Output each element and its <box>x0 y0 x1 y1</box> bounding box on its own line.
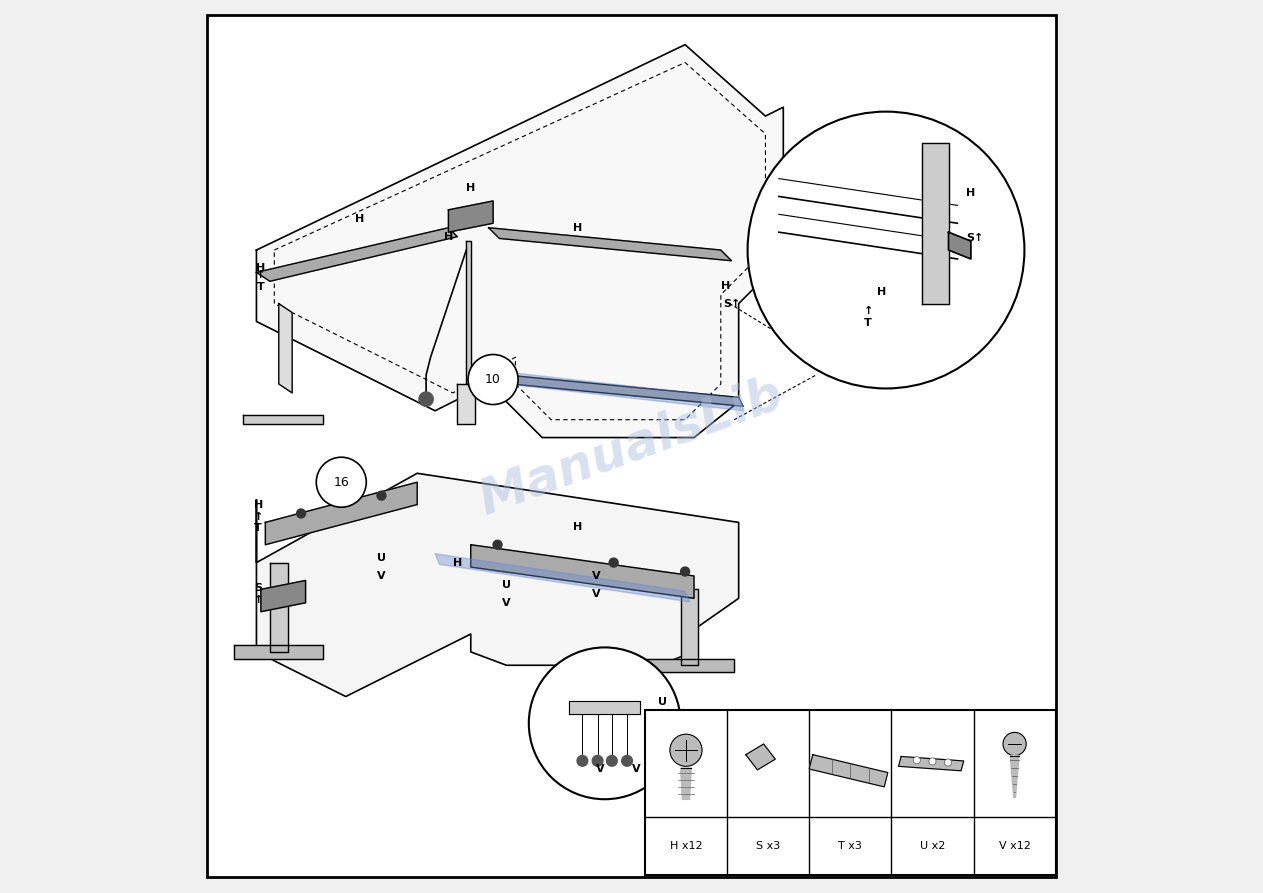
Text: H: H <box>443 231 453 242</box>
Circle shape <box>606 755 618 766</box>
Circle shape <box>592 755 602 766</box>
Text: S
↑: S ↑ <box>254 583 263 605</box>
Circle shape <box>493 540 501 549</box>
Polygon shape <box>256 473 739 697</box>
Text: H: H <box>254 499 263 510</box>
Text: U x2: U x2 <box>919 841 945 851</box>
Text: ManualsLib: ManualsLib <box>472 369 791 524</box>
Bar <box>645 710 1056 875</box>
Polygon shape <box>922 143 949 304</box>
Polygon shape <box>261 580 306 612</box>
Text: H: H <box>466 182 475 193</box>
Polygon shape <box>681 768 691 799</box>
Polygon shape <box>810 755 888 787</box>
Text: S↑: S↑ <box>722 298 740 309</box>
Polygon shape <box>949 232 971 259</box>
Text: U: U <box>501 580 512 590</box>
Text: V: V <box>503 597 510 608</box>
Text: 10: 10 <box>485 373 501 386</box>
Text: H: H <box>721 280 730 291</box>
Circle shape <box>621 755 633 766</box>
Text: ↑
T: ↑ T <box>254 512 263 533</box>
Text: T x3: T x3 <box>839 841 863 851</box>
Circle shape <box>609 558 618 567</box>
Text: V x12: V x12 <box>999 841 1031 851</box>
Text: H: H <box>966 188 975 198</box>
Polygon shape <box>681 589 698 665</box>
Circle shape <box>669 734 702 766</box>
Polygon shape <box>489 228 731 261</box>
Polygon shape <box>493 371 744 411</box>
Polygon shape <box>234 645 323 659</box>
Polygon shape <box>898 756 964 771</box>
Polygon shape <box>448 201 493 232</box>
Polygon shape <box>1010 755 1019 797</box>
Circle shape <box>419 392 433 406</box>
Text: H: H <box>355 213 364 224</box>
Polygon shape <box>279 304 292 393</box>
Polygon shape <box>270 563 288 652</box>
Circle shape <box>913 756 921 764</box>
Text: H: H <box>256 263 265 273</box>
Text: H: H <box>573 222 582 233</box>
Circle shape <box>577 755 587 766</box>
Text: ↑
T: ↑ T <box>256 271 265 292</box>
Circle shape <box>681 567 690 576</box>
Text: V: V <box>632 764 640 774</box>
Polygon shape <box>466 241 471 384</box>
Text: V: V <box>596 764 605 774</box>
FancyBboxPatch shape <box>207 15 1056 877</box>
Circle shape <box>316 457 366 507</box>
Circle shape <box>748 112 1024 388</box>
Text: S x3: S x3 <box>757 841 781 851</box>
Polygon shape <box>265 482 417 545</box>
Circle shape <box>297 509 306 518</box>
Text: ↑
T: ↑ T <box>864 306 873 328</box>
Text: U: U <box>658 697 667 707</box>
Text: V: V <box>591 571 600 581</box>
Polygon shape <box>256 45 783 438</box>
Circle shape <box>1003 732 1027 755</box>
Polygon shape <box>457 384 475 424</box>
Circle shape <box>945 759 951 766</box>
Polygon shape <box>746 744 775 770</box>
Text: H x12: H x12 <box>669 841 702 851</box>
Polygon shape <box>506 375 743 406</box>
Text: V: V <box>591 588 600 599</box>
Polygon shape <box>645 659 734 672</box>
Polygon shape <box>256 228 457 281</box>
Circle shape <box>529 647 681 799</box>
Polygon shape <box>471 545 693 598</box>
Text: U: U <box>376 553 386 563</box>
Circle shape <box>928 758 936 765</box>
Text: H: H <box>877 287 887 296</box>
Circle shape <box>469 355 518 405</box>
Text: V: V <box>378 571 385 581</box>
Text: S↑: S↑ <box>966 233 984 243</box>
Text: H: H <box>452 557 462 568</box>
Polygon shape <box>242 415 323 424</box>
Text: H: H <box>573 522 582 532</box>
Circle shape <box>376 491 386 500</box>
Polygon shape <box>570 701 640 714</box>
Text: 16: 16 <box>333 476 349 488</box>
Polygon shape <box>434 554 690 602</box>
